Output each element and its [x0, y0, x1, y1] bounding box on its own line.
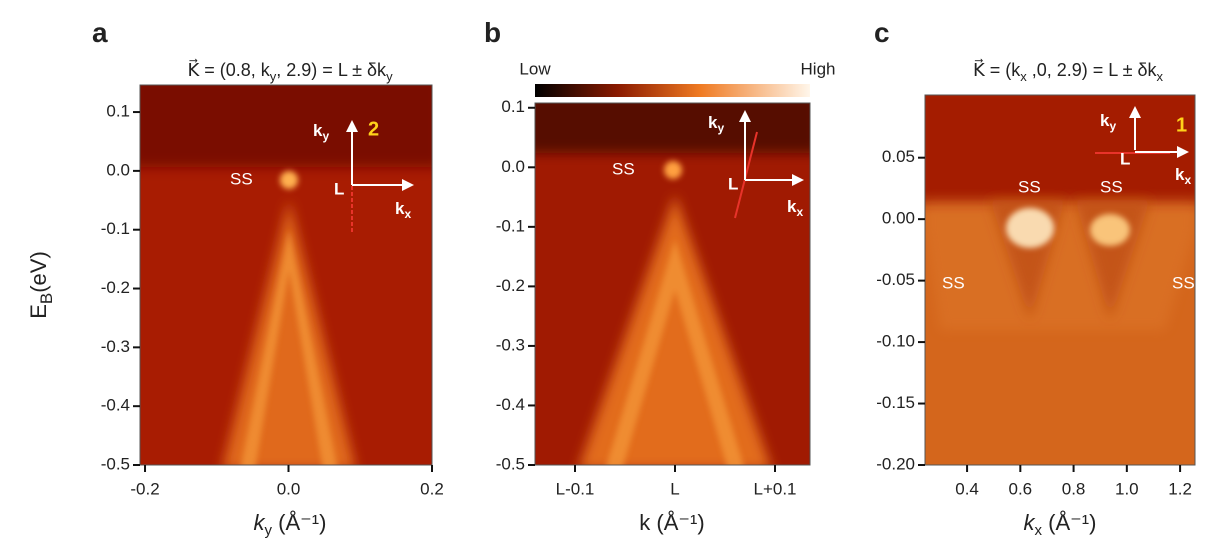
title-part: , 2.9) = L ± δk	[276, 60, 387, 80]
title-sub: x	[1020, 69, 1027, 84]
panel-letter: a	[92, 17, 108, 48]
label-part: (eV)	[26, 251, 51, 293]
label-part: E	[26, 304, 51, 319]
annotation: SS	[1172, 273, 1195, 292]
x-tick-label: 0.4	[955, 479, 979, 498]
title-part: K⃗ = (0.8, k	[187, 59, 270, 80]
label-sub: B	[37, 293, 56, 304]
y-tick-label: -0.10	[876, 332, 915, 351]
annotation: k	[1100, 111, 1110, 130]
y-tick-label: -0.3	[496, 335, 525, 354]
title-sub: y	[386, 69, 393, 84]
y-tick-label: -0.4	[101, 396, 130, 415]
x-tick-label: 0.8	[1062, 479, 1086, 498]
plot-frame	[139, 84, 433, 466]
y-tick-label: -0.5	[101, 454, 130, 473]
annotation: kx	[395, 199, 411, 221]
x-tick-label: L+0.1	[753, 479, 796, 498]
x-tick-label: 0.2	[420, 479, 444, 498]
annotation: k	[708, 113, 718, 132]
annotation: y	[322, 129, 329, 143]
y-tick-label: 0.05	[882, 147, 915, 166]
x-axis-label: kx (Å⁻¹)	[1024, 510, 1097, 539]
colorbar-high: High	[801, 59, 836, 78]
y-tick-label: 0.1	[501, 97, 525, 116]
y-axis-label: EB(eV)	[26, 251, 56, 319]
x-tick-label: L-0.1	[556, 479, 595, 498]
label-part: k	[254, 510, 266, 535]
annotation: SS	[230, 169, 253, 188]
title-part: K⃗ = (k	[973, 59, 1021, 80]
x-axis-label: ky (Å⁻¹)	[254, 510, 327, 539]
y-tick-label: 0.0	[106, 160, 130, 179]
x-tick-label: 1.2	[1168, 479, 1192, 498]
y-tick-label: -0.2	[101, 278, 130, 297]
axis-arrows	[346, 106, 1189, 232]
label-sub: y	[265, 522, 273, 539]
annotation: k	[787, 197, 797, 216]
x-tick-label: -0.2	[130, 479, 159, 498]
panel-title: K⃗ = (0.8, ky, 2.9) = L ± δky	[187, 59, 393, 84]
annotation: SS	[1100, 177, 1123, 196]
spectrum-a	[140, 85, 432, 465]
x-tick-label: 0.6	[1009, 479, 1033, 498]
annotation: ky	[1100, 111, 1116, 133]
y-tick-label: -0.1	[496, 216, 525, 235]
y-tick-label: -0.05	[876, 270, 915, 289]
label-part: (Å⁻¹)	[1042, 510, 1096, 535]
spectrum-b	[535, 103, 810, 465]
annotation: kx	[787, 197, 803, 219]
annotation: x	[1184, 173, 1191, 187]
annotation: ky	[708, 113, 724, 135]
y-tick-label: 0.1	[106, 102, 130, 121]
y-tick-label: 0.0	[501, 157, 525, 176]
y-tick-label: -0.2	[496, 276, 525, 295]
y-tick-label: 0.00	[882, 209, 915, 228]
annotation: x	[404, 207, 411, 221]
annotation: SS	[1018, 177, 1041, 196]
plot-frame	[534, 102, 811, 466]
annotation: x	[796, 205, 803, 219]
label-part: k	[1024, 510, 1036, 535]
panel-letter: b	[484, 17, 501, 48]
annotation: L	[1120, 149, 1130, 168]
annotation: ky	[313, 121, 329, 143]
annotation: k	[1175, 165, 1185, 184]
title-sub: y	[270, 69, 277, 84]
y-tick-label: -0.3	[101, 337, 130, 356]
colorbar-low: Low	[519, 59, 551, 78]
annotation: L	[334, 179, 344, 198]
spectrum-c	[925, 95, 1195, 465]
x-tick-label: 1.0	[1115, 479, 1139, 498]
y-tick-label: -0.4	[496, 395, 525, 414]
annotation: k	[395, 199, 405, 218]
annotation: SS	[612, 159, 635, 178]
annotation: y	[717, 121, 724, 135]
y-tick-label: -0.5	[496, 454, 525, 473]
x-axis-label: k (Å⁻¹)	[639, 510, 704, 535]
annotation: 2	[368, 118, 379, 140]
colorbar	[535, 84, 810, 97]
panel-title: K⃗ = (kx ,0, 2.9) = L ± δkx	[973, 59, 1164, 84]
annotation: L	[728, 174, 738, 193]
label-part: (Å⁻¹)	[272, 510, 326, 535]
annotation: 1	[1176, 114, 1187, 136]
title-sub: x	[1157, 69, 1164, 84]
panel-letter: c	[874, 17, 890, 48]
annotation: y	[1109, 119, 1116, 133]
y-tick-label: -0.1	[101, 219, 130, 238]
annotation: kx	[1175, 165, 1191, 187]
x-tick-label: L	[670, 479, 679, 498]
x-tick-label: 0.0	[277, 479, 301, 498]
annotation: SS	[942, 273, 965, 292]
annotation: k	[313, 121, 323, 140]
label-sub: x	[1035, 522, 1043, 539]
y-tick-label: -0.20	[876, 454, 915, 473]
title-part: ,0, 2.9) = L ± δk	[1027, 60, 1158, 80]
y-tick-label: -0.15	[876, 393, 915, 412]
